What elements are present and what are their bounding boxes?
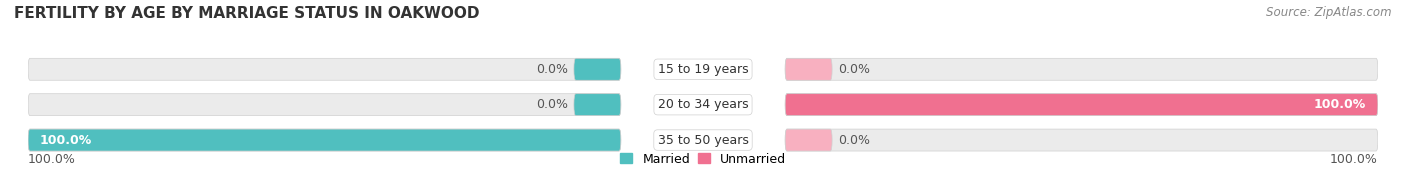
FancyBboxPatch shape bbox=[785, 58, 1378, 80]
FancyBboxPatch shape bbox=[785, 129, 1378, 151]
FancyBboxPatch shape bbox=[574, 58, 621, 80]
Text: Source: ZipAtlas.com: Source: ZipAtlas.com bbox=[1267, 6, 1392, 19]
FancyBboxPatch shape bbox=[785, 129, 832, 151]
FancyBboxPatch shape bbox=[785, 94, 1378, 116]
FancyBboxPatch shape bbox=[574, 94, 621, 116]
Text: 100.0%: 100.0% bbox=[1330, 152, 1378, 166]
FancyBboxPatch shape bbox=[28, 94, 621, 116]
Text: 100.0%: 100.0% bbox=[1313, 98, 1367, 111]
Text: 100.0%: 100.0% bbox=[39, 133, 93, 147]
Text: 15 to 19 years: 15 to 19 years bbox=[658, 63, 748, 76]
FancyBboxPatch shape bbox=[28, 58, 621, 80]
Text: 100.0%: 100.0% bbox=[28, 152, 76, 166]
FancyBboxPatch shape bbox=[28, 129, 621, 151]
Text: 0.0%: 0.0% bbox=[838, 63, 870, 76]
Legend: Married, Unmarried: Married, Unmarried bbox=[614, 148, 792, 171]
Text: 0.0%: 0.0% bbox=[536, 63, 568, 76]
Text: FERTILITY BY AGE BY MARRIAGE STATUS IN OAKWOOD: FERTILITY BY AGE BY MARRIAGE STATUS IN O… bbox=[14, 6, 479, 21]
Text: 0.0%: 0.0% bbox=[536, 98, 568, 111]
Text: 20 to 34 years: 20 to 34 years bbox=[658, 98, 748, 111]
FancyBboxPatch shape bbox=[785, 58, 832, 80]
Text: 35 to 50 years: 35 to 50 years bbox=[658, 133, 748, 147]
FancyBboxPatch shape bbox=[785, 94, 1378, 116]
FancyBboxPatch shape bbox=[28, 129, 621, 151]
Text: 0.0%: 0.0% bbox=[838, 133, 870, 147]
